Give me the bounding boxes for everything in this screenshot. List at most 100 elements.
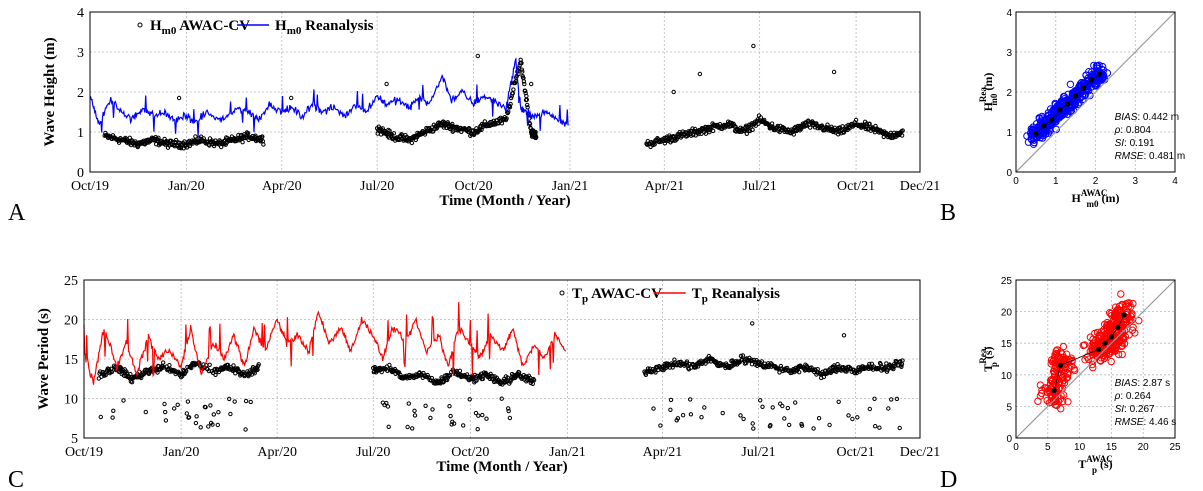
label-superscript: AWAC bbox=[1081, 188, 1108, 198]
legend-subscript: p bbox=[582, 293, 588, 305]
data-point bbox=[1064, 90, 1072, 99]
y-tick-label: 0 bbox=[77, 166, 84, 181]
data-point bbox=[819, 123, 825, 128]
y-tick-label: 5 bbox=[1006, 402, 1012, 413]
data-point bbox=[198, 425, 203, 430]
data-point bbox=[499, 396, 504, 401]
binned-mean-point bbox=[1049, 117, 1055, 123]
data-point bbox=[162, 401, 167, 407]
y-tick-label: 20 bbox=[64, 314, 78, 329]
binned-mean-point bbox=[1121, 312, 1127, 318]
series-line-reanalysis bbox=[83, 302, 567, 385]
outlier-point bbox=[750, 321, 755, 326]
data-point bbox=[793, 400, 798, 405]
data-point bbox=[1059, 342, 1068, 351]
data-point bbox=[228, 411, 233, 417]
series-points-awac bbox=[102, 57, 905, 151]
data-point bbox=[1089, 357, 1097, 365]
data-point bbox=[406, 401, 411, 406]
data-point bbox=[758, 115, 763, 120]
data-point bbox=[193, 420, 199, 426]
data-point bbox=[808, 125, 813, 130]
x-tick-label: Jan/21 bbox=[549, 445, 586, 460]
data-point bbox=[834, 369, 839, 374]
data-point bbox=[1135, 317, 1143, 325]
data-point bbox=[445, 377, 450, 383]
binned-mean-point bbox=[1096, 71, 1103, 77]
x-axis-label: HAWAC m0 (m) bbox=[1071, 188, 1119, 209]
data-point bbox=[675, 416, 681, 421]
data-point bbox=[668, 134, 674, 140]
data-point bbox=[428, 415, 433, 421]
data-point bbox=[680, 413, 686, 418]
data-point bbox=[1062, 374, 1071, 382]
binned-mean-point bbox=[1057, 362, 1064, 368]
data-point bbox=[702, 405, 707, 410]
outlier-point bbox=[384, 81, 389, 87]
data-point bbox=[385, 404, 391, 409]
data-point bbox=[163, 418, 169, 423]
data-point bbox=[186, 415, 192, 420]
x-tick-label: Oct/19 bbox=[65, 445, 103, 460]
scatter-chart-wave-height: 00 1 1 2 2 3 3 4 4 BIAS: 0.442 m ρ: 0.804 SI: 0.191… bbox=[978, 8, 1185, 209]
data-point bbox=[505, 375, 510, 380]
data-point bbox=[1091, 82, 1100, 90]
data-point bbox=[668, 407, 673, 412]
y-tick-label: 4 bbox=[77, 6, 84, 21]
x-tick-label: Jan/20 bbox=[168, 179, 205, 194]
y-axis-label: Wave Height (m) bbox=[42, 37, 58, 146]
data-point bbox=[386, 424, 391, 429]
data-point bbox=[1070, 365, 1078, 373]
stat-value: : 4.46 s bbox=[1143, 417, 1176, 428]
data-point bbox=[1090, 61, 1098, 70]
data-point bbox=[880, 129, 885, 134]
data-point bbox=[473, 410, 479, 416]
data-point bbox=[1088, 76, 1096, 84]
binned-mean-point bbox=[1115, 324, 1121, 330]
data-point bbox=[121, 398, 126, 403]
outlier-point bbox=[475, 53, 480, 59]
x-tick-label: Apr/20 bbox=[257, 445, 297, 460]
data-point bbox=[1050, 354, 1059, 362]
data-point bbox=[508, 101, 513, 107]
y-tick-label: 1 bbox=[77, 126, 84, 141]
data-point bbox=[1109, 346, 1117, 354]
label-symbol: H bbox=[1071, 191, 1081, 205]
x-tick-label: 25 bbox=[1169, 442, 1181, 453]
x-tick-label: 0 bbox=[1013, 442, 1019, 453]
data-point bbox=[653, 370, 658, 375]
data-point bbox=[1075, 89, 1083, 97]
data-point bbox=[738, 353, 744, 359]
data-point bbox=[1052, 350, 1060, 358]
y-axis-label: Wave Period (s) bbox=[36, 308, 52, 410]
data-point bbox=[688, 412, 694, 417]
stat-label: SI bbox=[1115, 404, 1125, 415]
stat-line: ρ: 0.264 bbox=[1114, 391, 1152, 402]
data-point bbox=[524, 97, 529, 102]
stat-line: SI: 0.267 bbox=[1115, 404, 1155, 415]
data-point bbox=[1047, 375, 1056, 384]
data-point bbox=[109, 369, 115, 375]
data-point bbox=[770, 405, 775, 410]
data-point bbox=[740, 353, 746, 358]
data-point bbox=[1100, 325, 1108, 334]
data-point bbox=[835, 362, 840, 367]
y-axis-label: HRea.m0 (m) bbox=[978, 73, 999, 112]
y-tick-label: 0 bbox=[1006, 434, 1012, 445]
stat-value: : 2.87 s bbox=[1137, 378, 1170, 389]
data-point bbox=[799, 423, 805, 428]
legend: Hm0 AWAC-CV Hm0 Reanalysis bbox=[137, 18, 374, 37]
stat-label: ρ bbox=[1114, 391, 1121, 402]
label-symbol: H bbox=[981, 101, 995, 111]
legend-symbol: T bbox=[572, 286, 582, 302]
stat-value: : 0.481 m bbox=[1143, 151, 1185, 162]
y-tick-label: 10 bbox=[64, 393, 78, 408]
data-point bbox=[759, 359, 765, 364]
data-point bbox=[1052, 125, 1061, 134]
y-axis-label: TRea.p (s) bbox=[978, 346, 999, 371]
binned-mean-point bbox=[1108, 334, 1114, 340]
binned-mean-point bbox=[1073, 93, 1079, 99]
data-point bbox=[1068, 362, 1076, 370]
x-tick-label: 1 bbox=[1053, 176, 1059, 187]
data-point bbox=[124, 369, 129, 374]
